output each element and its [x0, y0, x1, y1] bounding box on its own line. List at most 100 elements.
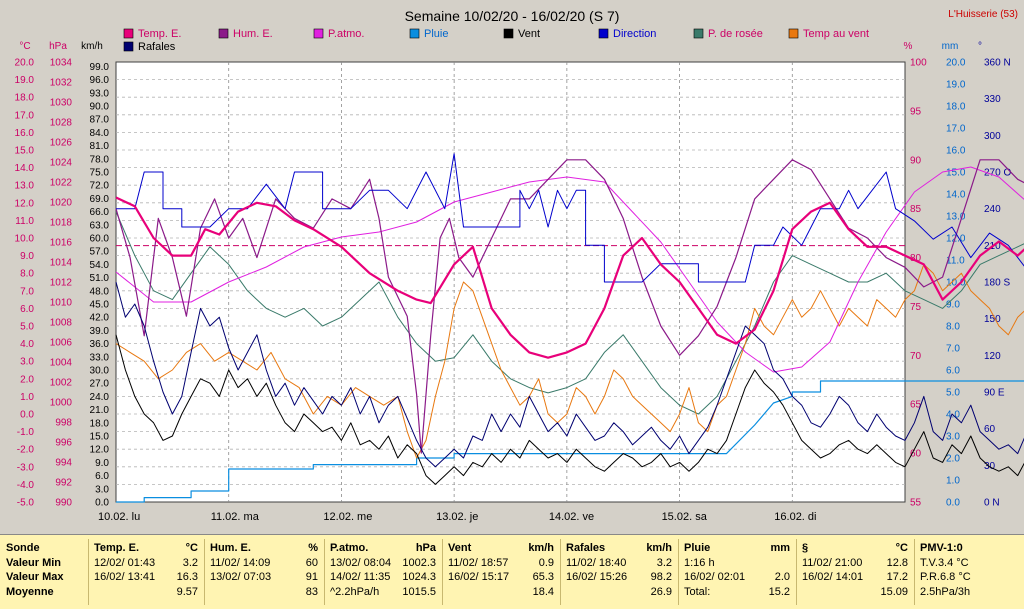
temp_c-tick: 11.0 — [15, 216, 34, 227]
pluie-title: Pluie — [684, 542, 711, 554]
row-label-max: Valeur Max — [6, 571, 64, 583]
direction_deg-tick: 30 — [984, 461, 996, 472]
temp_c-tick: 10.0 — [15, 234, 35, 245]
rosee-max-time: 16/02/ 14:01 — [802, 571, 864, 583]
pressure_hpa-tick: 1030 — [50, 98, 73, 109]
temp_c-tick: -4.0 — [17, 480, 35, 491]
pressure_hpa-tick: 1012 — [50, 278, 73, 289]
sonde-title: Sonde — [6, 542, 40, 554]
vent-max-value: 65.3 — [532, 571, 554, 583]
day-label: 16.02. di — [774, 511, 816, 523]
row-label-min: Valeur Min — [6, 556, 62, 569]
rain_mm-tick: 17.0 — [946, 124, 966, 135]
pressure_hpa-tick: 998 — [55, 418, 72, 429]
pressure_hpa-tick: 1018 — [50, 218, 73, 229]
rosee-column: § °C 11/02/ 21:00 12.8 16/02/ 14:01 17.2 15… — [802, 541, 908, 599]
pressure_hpa-tick: 1024 — [50, 158, 73, 169]
wind_kmh-tick: 45.0 — [90, 300, 110, 311]
vent-title: Vent — [448, 542, 472, 554]
pressure_hpa-tick: 992 — [55, 478, 72, 489]
wind_kmh-tick: 48.0 — [90, 286, 110, 297]
pressure_hpa-tick: 990 — [55, 498, 72, 509]
pluie-total-label: Total: — [684, 585, 711, 598]
legend-label-temp: Temp. E. — [138, 28, 181, 40]
legend: Temp. E. Hum. E. P.atmo. Pluie Vent Direction… — [123, 28, 869, 53]
direction_deg-tick: 120 — [984, 351, 1001, 362]
legend-label-rafales: Rafales — [138, 41, 176, 53]
pressure_hpa-tick: 1032 — [50, 78, 73, 89]
pluie-unit: mm — [770, 542, 790, 554]
pressure_hpa-tick: 1002 — [50, 378, 73, 389]
pressure_hpa-tick: 994 — [55, 458, 72, 469]
rain_mm-tick: 6.0 — [946, 366, 960, 377]
temp_c-tick: 8.0 — [20, 269, 34, 280]
pressure_hpa-tick: 1034 — [50, 58, 73, 69]
pluie-max-time: 16/02/ 02:01 — [684, 571, 746, 583]
pressure_hpa-tick: 1020 — [50, 198, 73, 209]
temp-min-value: 3.2 — [182, 556, 198, 569]
pmv-pr: P.R.6.8 °C — [920, 571, 971, 583]
legend-label-direction: Direction — [613, 28, 656, 40]
wind_kmh-tick: 66.0 — [90, 207, 110, 218]
temp_c-tick: 3.0 — [20, 357, 34, 368]
wind_kmh-tick: 81.0 — [90, 141, 110, 152]
wind_kmh-unit-label: km/h — [81, 41, 103, 52]
pressure_hpa-unit-label: hPa — [49, 41, 67, 52]
wind_kmh-tick: 99.0 — [90, 62, 110, 73]
pressure_hpa-tick: 1022 — [50, 178, 73, 189]
day-label: 10.02. lu — [98, 511, 140, 523]
weather-chart: 10.02. lu 11.02. ma 12.02. me 13.02. je 14.0… — [14, 8, 1024, 523]
direction_deg-tick: 180 S — [984, 278, 1010, 289]
rafales-title: Rafales — [566, 542, 606, 554]
temp_c-tick: -3.0 — [17, 462, 35, 473]
humidity_pct-tick: 100 — [910, 58, 927, 69]
humidity_pct-tick: 70 — [910, 351, 922, 362]
wind_kmh-tick: 0.0 — [95, 498, 109, 509]
series-line-rosee — [115, 211, 1024, 415]
pluie-total-value: 15.2 — [768, 585, 790, 598]
series-line-tempvent — [115, 263, 1024, 459]
rain_mm-tick: 18.0 — [946, 102, 966, 113]
legend-swatch-temp — [123, 28, 134, 39]
pluie-column: Pluie mm 1:16 h 16/02/ 02:01 2.0 Total: 15.… — [684, 541, 790, 599]
direction_deg-tick: 240 — [984, 204, 1001, 215]
temp_c-tick: 18.0 — [15, 93, 35, 104]
hum-title: Hum. E. — [210, 542, 251, 554]
rain_mm-tick: 15.0 — [946, 168, 966, 179]
humidity_pct-tick: 80 — [910, 253, 922, 264]
wind_kmh-tick: 78.0 — [90, 154, 110, 165]
humidity_pct-tick: 65 — [910, 400, 922, 411]
wind_kmh-tick: 75.0 — [90, 168, 110, 179]
direction_deg-tick: 150 — [984, 314, 1001, 325]
rafales-avg-value: 26.9 — [650, 585, 672, 598]
wind_kmh-tick: 15.0 — [90, 432, 110, 443]
hum-max-value: 91 — [305, 571, 318, 583]
vent-avg-value: 18.4 — [532, 585, 554, 598]
legend-label-pluie: Pluie — [424, 28, 448, 40]
temp_c-tick: 17.0 — [15, 110, 35, 121]
wind_kmh-tick: 27.0 — [90, 379, 110, 390]
wind_kmh-tick: 54.0 — [90, 260, 110, 271]
vent-unit: km/h — [528, 542, 554, 554]
wind_kmh-tick: 12.0 — [90, 445, 110, 456]
day-label: 15.02. sa — [662, 511, 708, 523]
legend-label-patmo: P.atmo. — [328, 28, 365, 40]
pressure_hpa-tick: 1010 — [50, 298, 73, 309]
stats-panel: Sonde Valeur Min Valeur Max Moyenne Temp… — [0, 534, 1024, 609]
vent-min-value: 0.9 — [538, 556, 554, 569]
wind_kmh-tick: 72.0 — [90, 181, 110, 192]
wind_kmh-tick: 51.0 — [90, 273, 110, 284]
legend-swatch-rafales — [123, 41, 134, 52]
rain_mm-tick: 1.0 — [946, 476, 960, 487]
temp-column: Temp. E. °C 12/02/ 01:43 3.2 16/02/ 13:41 1… — [94, 541, 198, 599]
pluie-max-value: 2.0 — [774, 571, 790, 583]
rosee-avg-value: 15.09 — [880, 585, 908, 598]
temp_c-tick: 9.0 — [20, 251, 34, 262]
legend-swatch-tempvent — [788, 28, 799, 39]
temp-title: Temp. E. — [94, 542, 140, 554]
legend-label-hum: Hum. E. — [233, 28, 273, 40]
wind_kmh-tick: 63.0 — [90, 220, 110, 231]
rain_mm-tick: 13.0 — [946, 212, 966, 223]
wind_kmh-tick: 30.0 — [90, 366, 110, 377]
legend-swatch-direction — [598, 28, 609, 39]
